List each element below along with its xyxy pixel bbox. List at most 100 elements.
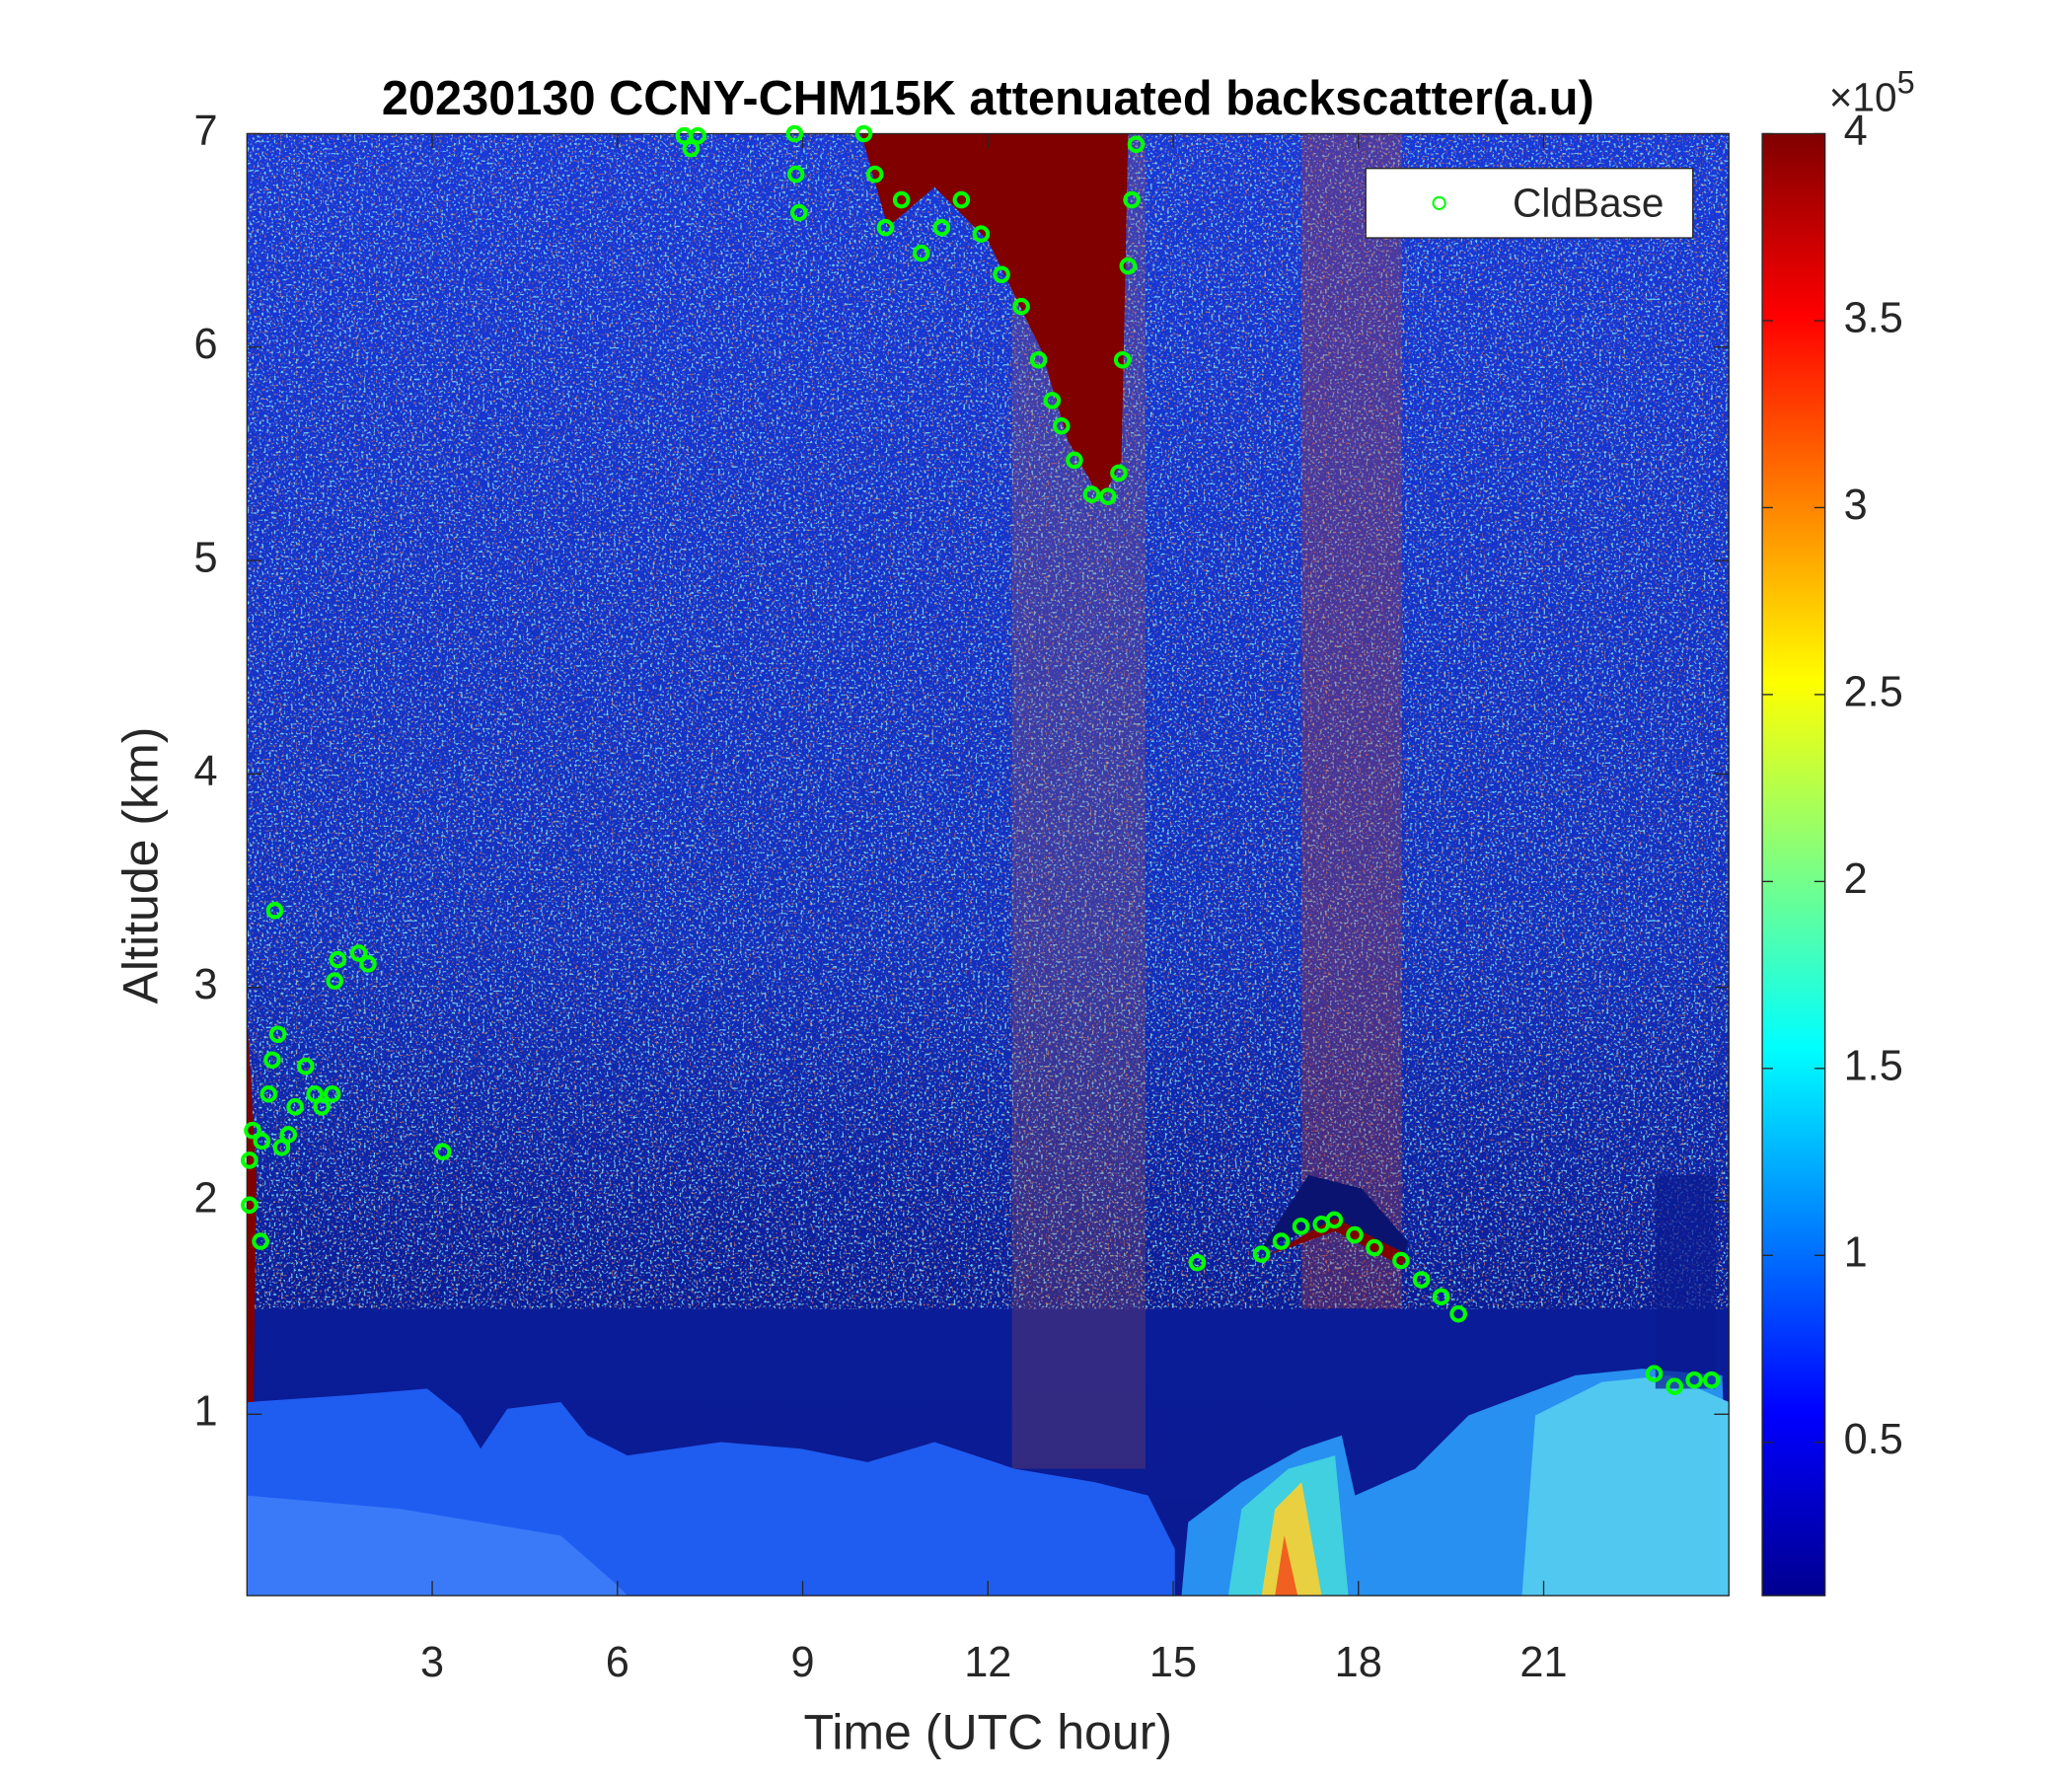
cloud-base-point	[1123, 190, 1141, 209]
cloud-base-point	[932, 218, 951, 237]
cloud-base-point	[689, 126, 706, 145]
cloud-base-point	[252, 1232, 269, 1250]
y-tick-label: 7	[193, 108, 217, 155]
cloud-base-point	[349, 944, 368, 962]
signal-streak	[1301, 133, 1402, 1309]
aerosol-layer	[1275, 1535, 1298, 1596]
cloud-base-point	[1029, 350, 1048, 369]
backscatter-field	[247, 133, 1730, 1596]
legend: CldBase	[1365, 168, 1694, 239]
cloud-base-point	[785, 124, 804, 143]
cloud-base-point	[259, 1085, 278, 1103]
cloud-base-point	[313, 1098, 331, 1116]
cloud-base-point	[359, 955, 377, 973]
cloud-base-point	[296, 1057, 315, 1076]
cloud-base-point	[1110, 464, 1128, 482]
cloud-base-point	[865, 165, 884, 184]
colorbar-tick-label: 0.5	[1844, 1416, 1903, 1463]
cloud-base-point	[1449, 1304, 1467, 1323]
colorbar-tick-label: 1.5	[1844, 1042, 1903, 1089]
cloud-base-point	[253, 1132, 271, 1150]
cloud-echo	[860, 133, 1129, 501]
colorbar-tick-label: 1	[1844, 1229, 1868, 1277]
y-axis-label: Altitude (km)	[112, 727, 168, 1004]
colorbar-tick-label: 3	[1844, 482, 1868, 529]
x-tick-label: 15	[1149, 1639, 1197, 1686]
cloud-base-point	[1432, 1288, 1450, 1306]
cloud-base-point	[1645, 1365, 1664, 1382]
legend-box	[1365, 168, 1694, 239]
cloud-base-point	[1272, 1232, 1291, 1250]
cloud-base-point	[286, 1098, 304, 1116]
y-tick-label: 4	[193, 748, 217, 795]
y-tick-label: 5	[193, 535, 217, 582]
cloud-base-point	[1119, 257, 1138, 275]
cloud-base-point	[326, 972, 343, 990]
scatter-points	[241, 124, 1721, 1395]
cloud-base-point	[854, 124, 873, 143]
cloud-base-point	[1685, 1371, 1704, 1389]
cloud-base-point	[279, 1126, 298, 1144]
cloud-base-point	[789, 203, 808, 222]
legend-marker	[1432, 195, 1446, 210]
cloud-base-point	[1412, 1271, 1431, 1289]
colorbar-scale	[1761, 132, 1826, 1596]
cloud-base-point	[244, 1121, 261, 1140]
colorbar-tick-label: 3.5	[1844, 294, 1903, 341]
x-tick-label: 21	[1519, 1639, 1567, 1686]
cloud-base-point	[1346, 1225, 1364, 1244]
cloud-base-point	[1098, 487, 1117, 506]
cloud-base-point	[306, 1085, 324, 1103]
x-tick-label: 9	[791, 1639, 815, 1686]
cloud-base-point	[1366, 1238, 1383, 1257]
cloud-base-point	[1702, 1371, 1721, 1389]
y-tick-label: 2	[193, 1174, 217, 1222]
cloud-base-point	[272, 1139, 291, 1156]
cloud-base-point	[268, 1025, 287, 1044]
cloud-base-point	[952, 190, 971, 209]
cloud-base-point	[993, 265, 1010, 284]
y-tick-label: 1	[193, 1388, 217, 1436]
cloud-base-point	[786, 165, 805, 184]
cloud-base-point	[1127, 135, 1146, 154]
cloud-base-point	[263, 1051, 281, 1070]
multiplier-base: ×10	[1829, 74, 1897, 119]
cloud-base-point	[1665, 1377, 1683, 1395]
colorbar-tick-label: 2.5	[1844, 668, 1903, 715]
cloud-base-point	[1066, 451, 1083, 470]
cloud-base-point	[1188, 1253, 1207, 1272]
cloud-base-point	[329, 950, 347, 969]
x-tick-label: 18	[1335, 1639, 1382, 1686]
aerosol-layer	[1521, 1374, 1730, 1596]
cloud-base-point	[1012, 297, 1030, 316]
cloud-base-point	[682, 139, 701, 158]
colorbar: ×105 0.5 1 1.5 2 2.5 3 3.5 4	[1761, 64, 1915, 1596]
legend-label: CldBase	[1513, 180, 1664, 225]
x-axis-label: Time (UTC hour)	[804, 1704, 1173, 1759]
cloud-base-point	[972, 225, 991, 243]
cloud-base-point	[323, 1085, 341, 1103]
boundary-layer	[247, 1495, 628, 1596]
cloud-base-point	[265, 902, 284, 920]
cloud-echo	[247, 1014, 257, 1402]
cloud-base-point	[433, 1143, 452, 1161]
cloud-base-point	[241, 1196, 259, 1215]
cloud-base-point	[241, 1151, 259, 1169]
x-tick-label: 6	[606, 1639, 629, 1686]
x-tick-label: 3	[420, 1639, 444, 1686]
colorbar-multiplier: ×105	[1829, 64, 1915, 119]
colorbar-tick-label: 2	[1844, 855, 1868, 903]
cloud-base-point	[892, 190, 911, 209]
y-tick-label: 3	[193, 961, 217, 1008]
cloud-base-point	[1043, 392, 1062, 409]
multiplier-exponent: 5	[1897, 64, 1915, 100]
cloud-base-point	[1252, 1245, 1271, 1263]
noise-speckle	[247, 133, 1730, 1309]
colorbar-tick-label: 4	[1844, 108, 1868, 155]
cloud-base-point	[1325, 1211, 1344, 1229]
cloud-base-point	[1113, 350, 1132, 369]
cloud-base-point	[1392, 1251, 1410, 1270]
cloud-base-point	[1292, 1218, 1310, 1235]
